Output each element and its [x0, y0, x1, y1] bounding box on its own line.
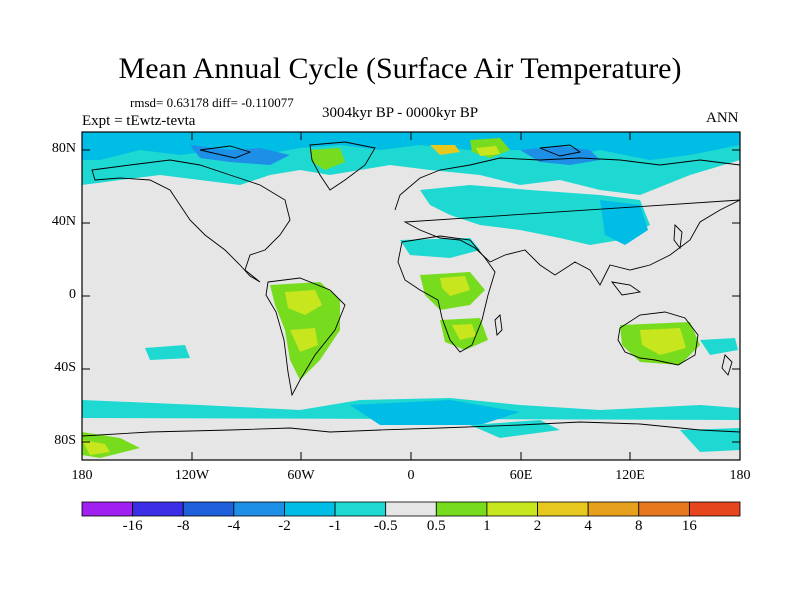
colorbar-label: 2: [533, 518, 542, 534]
lon-tick-label: 0: [407, 468, 415, 483]
season-label: ANN: [706, 110, 739, 126]
colorbar-swatch: [334, 501, 387, 517]
colorbar-label: -1: [328, 518, 342, 534]
colorbar-swatch: [284, 501, 336, 517]
lat-tick-label: 40S: [54, 360, 76, 375]
colorbar-swatch: [486, 501, 538, 517]
lon-tick-label: 120E: [615, 468, 645, 483]
stats-readout: rmsd= 0.63178 diff= -0.110077: [130, 95, 294, 110]
colorbar-label: -0.5: [373, 518, 398, 534]
lat-tick-label: 40N: [51, 214, 76, 229]
colorbar: [81, 501, 741, 517]
colorbar-label: 8: [635, 518, 643, 534]
axis-ticks: [82, 132, 740, 460]
lon-tick-label: 120W: [174, 468, 210, 483]
period-label: 3004kyr BP - 0000kyr BP: [322, 105, 479, 121]
colorbar-label: -2: [278, 518, 291, 534]
lat-tick-label: 80N: [51, 141, 76, 156]
lon-tick-label: 60W: [287, 468, 315, 483]
colorbar-swatch: [385, 501, 437, 517]
lat-tick-label: 0: [69, 287, 76, 302]
colorbar-swatch: [233, 501, 285, 517]
lon-tick-label: 60E: [509, 468, 533, 483]
colorbar-swatch: [688, 501, 741, 517]
colorbar-swatch: [132, 501, 184, 517]
chart-title: Mean Annual Cycle (Surface Air Temperatu…: [118, 52, 682, 85]
colorbar-label: 4: [584, 518, 592, 534]
colorbar-label: 0.5: [426, 518, 446, 534]
colorbar-swatch: [537, 501, 589, 517]
colorbar-label: -8: [176, 518, 190, 534]
lat-tick-label: 80S: [54, 433, 76, 448]
colorbar-swatch: [81, 501, 134, 517]
colorbar-swatch: [638, 501, 690, 517]
coastlines: [81, 141, 741, 437]
colorbar-label: 16: [681, 518, 697, 534]
colorbar-swatch: [435, 501, 488, 517]
experiment-label: Expt = tEwtz-tevta: [82, 113, 196, 129]
colorbar-swatch: [182, 501, 235, 517]
colorbar-label: -16: [122, 518, 143, 534]
colorbar-label: -4: [227, 518, 241, 534]
lon-tick-label: 180: [729, 468, 751, 483]
colorbar-label: 1: [483, 518, 491, 534]
lon-tick-label: 180: [71, 468, 93, 483]
colorbar-swatch: [587, 501, 640, 517]
temperature-field: [82, 132, 740, 460]
